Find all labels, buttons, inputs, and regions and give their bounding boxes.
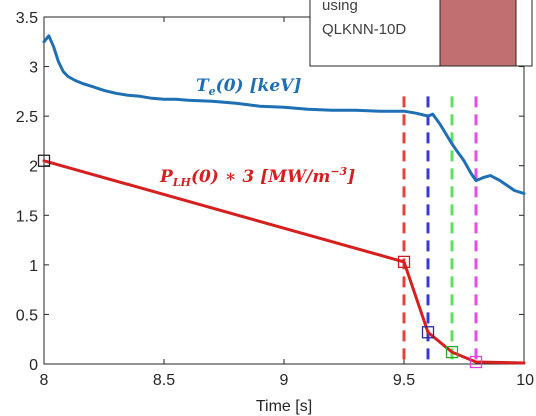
plh-series-line: [42, 159, 526, 365]
plh-label-base: P: [159, 167, 174, 187]
plh-label-sub: LH: [172, 176, 192, 189]
y-tick-label: 0: [29, 357, 38, 374]
te-label-sub: e: [209, 85, 216, 98]
y-tick-label: 0.5: [16, 307, 38, 324]
te-label-base: T: [196, 76, 210, 96]
te-series-line: [42, 34, 526, 195]
y-tick-label: 1: [29, 258, 38, 275]
plh-series-label: PLH(0) ∗ 3 [MW/m−3]: [159, 165, 355, 189]
x-tick-label: 9: [280, 372, 289, 389]
square-point-marker: [421, 326, 435, 339]
plh-label-rest: (0) ∗ 3 [MW/m: [191, 167, 330, 187]
x-tick-label: 10: [516, 372, 534, 389]
inset-note-line-1: using: [322, 0, 358, 14]
y-tick-label: 2: [29, 159, 38, 176]
inset-note-box: using QLKNN-10D: [309, 0, 533, 67]
plh-label-tail: ]: [346, 167, 355, 187]
square-point-marker: [397, 255, 411, 269]
square-point-marker: [469, 355, 483, 369]
inset-note-line-2: QLKNN-10D: [322, 21, 406, 38]
y-tick-label: 3.5: [16, 10, 38, 27]
series-lines: [42, 34, 526, 365]
x-tick-label: 8.5: [153, 372, 175, 389]
inset-note-swatch: [439, 0, 517, 67]
square-point-marker: [445, 345, 459, 359]
x-tick-label: 9.5: [393, 372, 415, 389]
x-axis-label: Time [s]: [256, 398, 312, 415]
y-tick-label: 3: [29, 60, 38, 77]
plh-label-sup: −3: [330, 165, 347, 178]
x-axis: 8 8.5 9 9.5 10: [40, 17, 534, 389]
vertical-markers: [402, 96, 478, 364]
x-tick-label: 8: [40, 372, 49, 389]
te-series-label: Te(0) [keV]: [196, 76, 301, 98]
point-markers: [37, 154, 483, 369]
y-tick-label: 1.5: [16, 208, 38, 225]
te-label-rest: (0) [keV]: [216, 76, 302, 96]
y-tick-label: 2.5: [16, 109, 38, 126]
square-point-marker: [37, 154, 51, 167]
